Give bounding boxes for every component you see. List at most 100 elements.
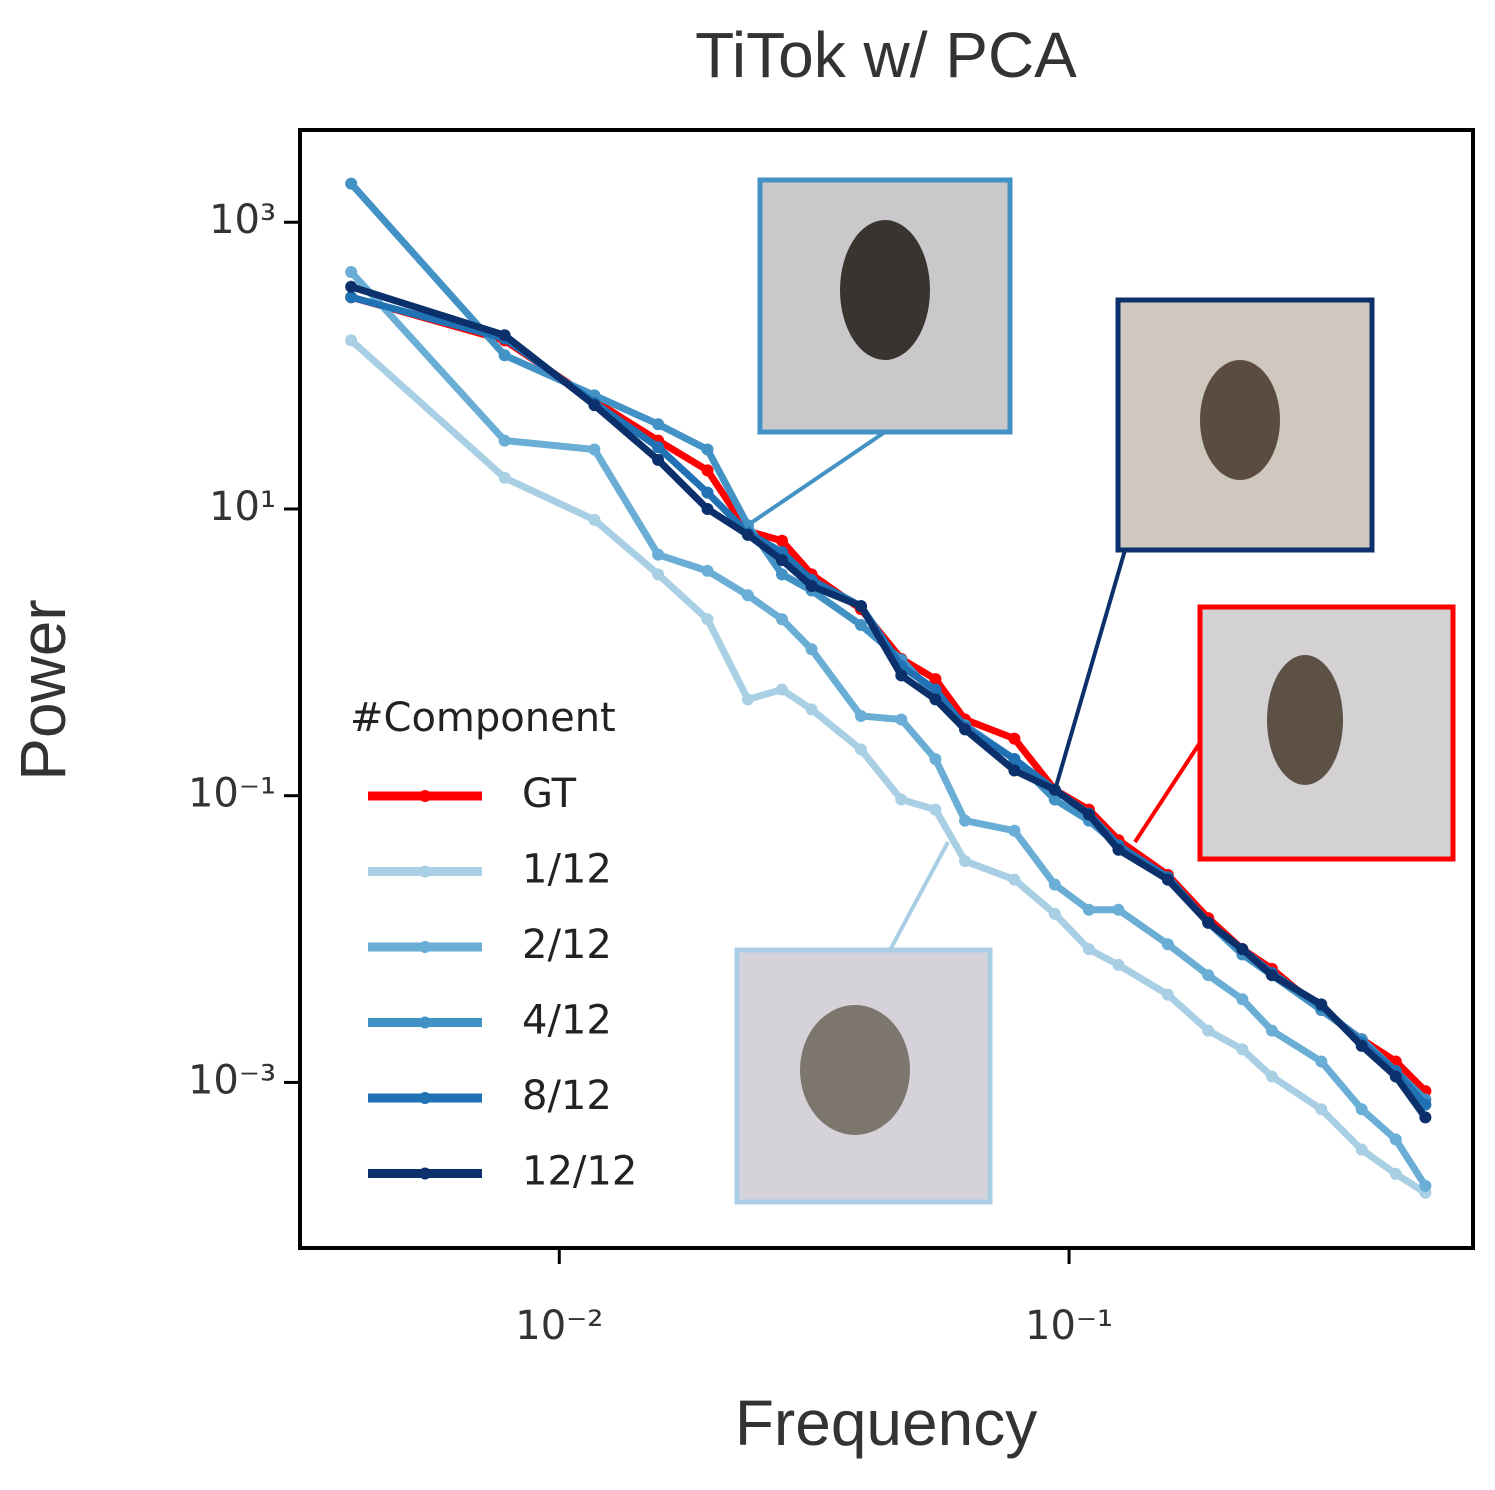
data-point (1202, 916, 1215, 929)
legend-marker (419, 865, 431, 878)
legend-label: 8/12 (522, 1073, 612, 1119)
data-point (741, 589, 754, 602)
data-point (652, 548, 665, 561)
data-point (1236, 943, 1249, 956)
data-point (1082, 943, 1095, 956)
data-point (588, 443, 601, 456)
data-point (929, 753, 942, 766)
data-point (1419, 1111, 1432, 1124)
data-point (701, 613, 714, 626)
data-point (741, 528, 754, 541)
data-point (1048, 793, 1061, 806)
data-point (652, 453, 665, 466)
data-point (1008, 824, 1021, 837)
data-point (854, 600, 867, 613)
legend: #Component GT 1/12 2/12 4/12 8/12 12/12 (350, 695, 637, 1195)
data-point (1355, 1103, 1368, 1116)
data-point (1161, 988, 1174, 1001)
x-axis-label: Frequency (735, 1387, 1037, 1459)
data-point (652, 418, 665, 431)
data-point (1315, 1055, 1328, 1068)
data-point (345, 265, 358, 278)
legend-title: #Component (350, 695, 616, 741)
insets (734, 177, 1456, 1205)
data-point (588, 399, 601, 412)
y-tick-label: 10⁻³ (188, 1057, 276, 1103)
data-point (805, 643, 818, 656)
data-point (805, 580, 818, 593)
data-point (959, 723, 972, 736)
data-point (895, 793, 908, 806)
data-point (498, 471, 511, 484)
data-point (1008, 753, 1021, 766)
data-point (929, 693, 942, 706)
series-line (350, 283, 1429, 1120)
data-point (1265, 1024, 1278, 1037)
data-point (1202, 1024, 1215, 1037)
data-point (1315, 998, 1328, 1011)
data-point (498, 329, 511, 342)
y-tick-label: 10³ (209, 197, 276, 243)
data-point (854, 619, 867, 632)
data-point (929, 803, 942, 816)
data-point (895, 669, 908, 682)
plot-frame (298, 128, 1475, 1250)
legend-label: GT (522, 771, 577, 817)
data-point (1112, 843, 1125, 856)
data-point (775, 568, 788, 581)
inset-subject (840, 220, 930, 360)
data-point (1202, 969, 1215, 982)
connector (888, 841, 950, 951)
inset-subject (1200, 360, 1280, 480)
legend-marker (419, 1167, 431, 1180)
data-point (1315, 1103, 1328, 1116)
data-point (959, 814, 972, 827)
legend-marker (419, 941, 431, 953)
data-point (1419, 1179, 1432, 1192)
data-point (701, 564, 714, 577)
inset-subject (1267, 655, 1343, 785)
inset-subject (800, 1005, 910, 1135)
data-point (588, 513, 601, 526)
data-point (652, 441, 665, 454)
data-point (805, 703, 818, 716)
data-point (1389, 1133, 1402, 1146)
data-point (701, 502, 714, 515)
series-line (348, 269, 1429, 1188)
data-point (345, 177, 358, 190)
data-point (345, 280, 358, 293)
legend-label: 12/12 (522, 1149, 637, 1195)
connector (1053, 549, 1127, 791)
data-point (1265, 1070, 1278, 1083)
chart-title: TiTok w/ PCA (695, 19, 1077, 91)
legend-marker (419, 1016, 431, 1029)
data-point (854, 743, 867, 756)
data-point (701, 443, 714, 456)
data-point (1008, 732, 1021, 745)
data-point (1008, 873, 1021, 886)
legend-marker (419, 790, 431, 802)
data-point (775, 613, 788, 626)
data-point (854, 709, 867, 722)
data-point (1236, 1043, 1249, 1056)
data-point (1389, 1167, 1402, 1180)
data-point (1389, 1070, 1402, 1083)
legend-label: 1/12 (522, 847, 612, 893)
plot-area: 10⁻² 10⁻¹ 10³ 10¹ 10⁻¹ 10⁻³ #Component GT 1/12 2/… (188, 177, 1432, 1349)
y-tick-label: 10⁻¹ (188, 771, 276, 817)
legend-label: 2/12 (522, 922, 612, 968)
data-point (1112, 958, 1125, 971)
data-point (741, 693, 754, 706)
data-point (1082, 903, 1095, 916)
data-point (498, 349, 511, 362)
data-point (498, 434, 511, 447)
data-point (1048, 907, 1061, 920)
data-point (1161, 873, 1174, 886)
data-point (929, 673, 942, 686)
data-point (959, 855, 972, 868)
data-point (1048, 878, 1061, 891)
data-point (345, 334, 358, 347)
data-point (775, 554, 788, 567)
data-point (1355, 1143, 1368, 1156)
